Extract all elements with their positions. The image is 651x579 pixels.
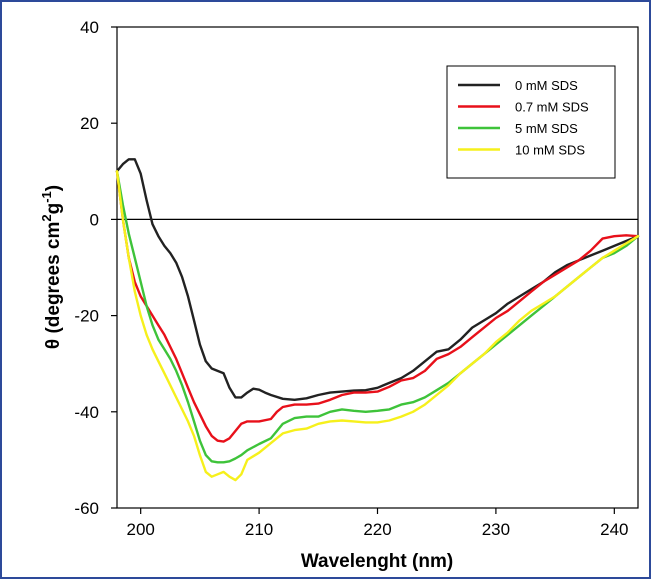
y-tick-label: -40 — [74, 403, 99, 422]
x-axis-title: Wavelenght (nm) — [301, 551, 453, 572]
series-line-0 — [115, 158, 640, 401]
x-tick-label: 210 — [245, 520, 273, 539]
y-tick-label: -20 — [74, 307, 99, 326]
x-tick-label: 200 — [126, 520, 154, 539]
y-tick-label: 20 — [80, 114, 99, 133]
x-tick-label: 230 — [482, 520, 510, 539]
y-axis-title: θ (degrees cm2g-1) — [39, 185, 64, 349]
series-line-3 — [115, 170, 640, 482]
y-axis: -60 -40 -20 0 20 40 — [74, 18, 117, 518]
legend-label-3: 10 mM SDS — [515, 143, 585, 158]
series-line-1 — [115, 170, 640, 443]
y-tick-label: 0 — [90, 210, 99, 229]
y-tick-label: -60 — [74, 499, 99, 518]
legend-label-0: 0 mM SDS — [515, 78, 578, 93]
legend-label-2: 5 mM SDS — [515, 121, 578, 136]
x-tick-label: 240 — [600, 520, 628, 539]
x-axis: 200 210 220 230 240 — [126, 508, 629, 539]
legend: 0 mM SDS 0.7 mM SDS 5 mM SDS 10 mM SDS — [446, 65, 616, 179]
series-layer — [115, 158, 640, 482]
y-tick-label: 40 — [80, 18, 99, 37]
series-line-2 — [115, 170, 640, 464]
x-tick-label: 220 — [363, 520, 391, 539]
legend-label-1: 0.7 mM SDS — [515, 100, 589, 115]
